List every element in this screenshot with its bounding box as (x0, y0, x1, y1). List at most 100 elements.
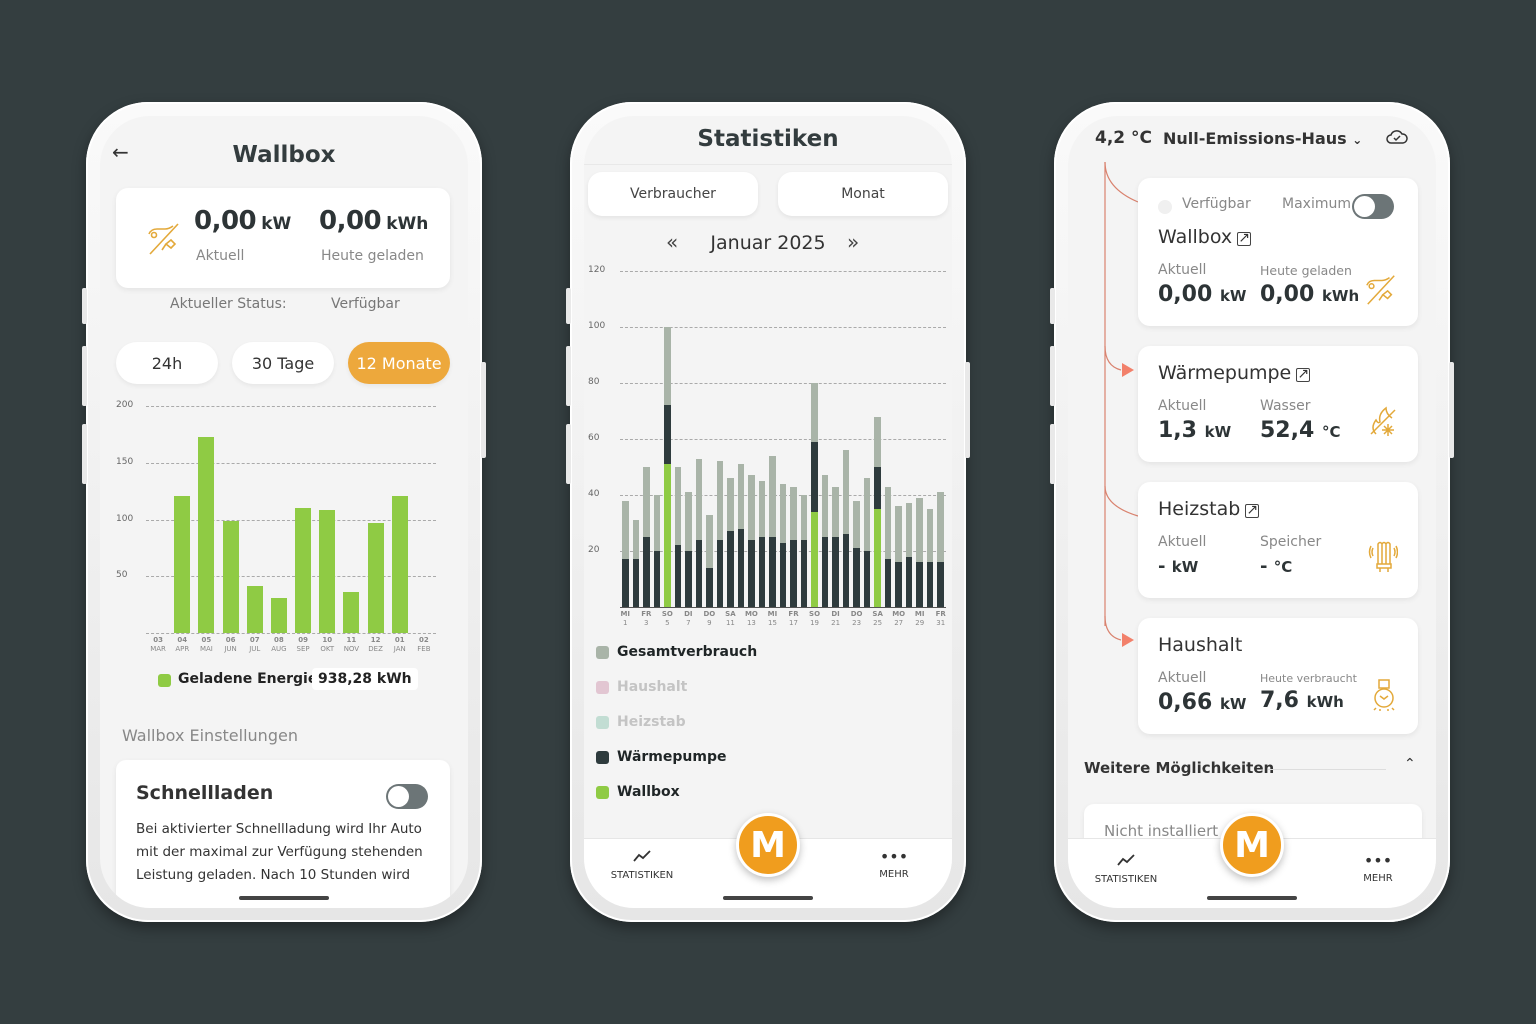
bar-total (800, 495, 808, 607)
legend-swatch (596, 645, 609, 659)
bar-wallbox (664, 464, 671, 607)
external-link-icon[interactable]: ↗ (1296, 366, 1311, 382)
legend-label: Haushalt (617, 679, 688, 695)
tab-statistiken[interactable]: STATISTIKEN (602, 849, 682, 881)
tab-mehr[interactable]: ••• MEHR (1338, 851, 1418, 885)
x-tick-label: DO 23 (850, 610, 863, 627)
x-tick-label: FR 17 (788, 610, 799, 627)
gridline (620, 495, 946, 496)
legend-label: Heizstab (617, 714, 686, 730)
range-30-tage-button[interactable]: 30 Tage (232, 342, 334, 384)
y-tick-label: 100 (588, 321, 606, 331)
range-24h-button[interactable]: 24h (116, 342, 218, 384)
bar-heatpump (632, 559, 640, 607)
schnellladen-toggle[interactable] (386, 784, 428, 809)
double-chevron-left-icon[interactable]: « (666, 230, 679, 254)
home-indicator (1207, 896, 1297, 900)
gridline (146, 519, 436, 521)
bar-heatpump (653, 551, 661, 607)
legend-swatch (596, 750, 609, 764)
not-installed-label: Nicht installiert (1104, 822, 1219, 840)
bar-heatpump (832, 537, 839, 607)
bar-heatpump (758, 537, 766, 607)
gridline (146, 462, 436, 464)
today-energy-value: 0,00 (319, 206, 382, 236)
arrow-left-icon[interactable]: ← (112, 140, 129, 164)
x-tick-label: 12 DEZ (368, 636, 383, 653)
legend-item-wärmepumpe[interactable]: Wärmepumpe (596, 749, 726, 765)
current-power-value: 0,00 (194, 206, 257, 236)
screen: 4,2 °C Null-Emissions-Haus ⌄ Verfügbar M… (1068, 116, 1436, 908)
home-m-button[interactable]: M (736, 813, 800, 877)
tab-mehr[interactable]: ••• MEHR (854, 849, 934, 881)
value-label: Aktuell (1158, 670, 1207, 686)
bar-heatpump (779, 542, 787, 607)
bar-total (674, 467, 682, 607)
phone-side-button (1050, 288, 1055, 324)
device-status: Verfügbar (1182, 196, 1251, 212)
x-tick-label: MI 29 (914, 610, 925, 627)
device-card-heizstab[interactable]: Heizstab ↗ Aktuell Speicher - kW - °C (1138, 482, 1418, 598)
legend-item-gesamtverbrauch[interactable]: Gesamtverbrauch (596, 644, 757, 660)
current-power: 0,66 kW (1158, 690, 1247, 715)
double-chevron-right-icon[interactable]: » (847, 230, 860, 254)
home-indicator (239, 896, 329, 900)
bar-heatpump (800, 539, 808, 607)
external-link-icon[interactable]: ↗ (1237, 230, 1252, 246)
maximum-toggle[interactable] (1352, 194, 1394, 219)
device-card-wallbox[interactable]: Verfügbar Maximum Wallbox ↗ Aktuell Heute… (1138, 178, 1418, 326)
bar-heatpump (716, 539, 724, 607)
phone-side-button (965, 362, 970, 458)
value-label: Speicher (1260, 534, 1322, 550)
x-tick-label: MI 15 (767, 610, 778, 627)
cloud-check-icon[interactable] (1386, 128, 1408, 150)
segment-monat[interactable]: Monat (778, 172, 948, 216)
bar-heatpump (790, 539, 797, 607)
page-title: Wallbox (232, 142, 336, 168)
legend-total-value: 938,28 kWh (312, 668, 418, 690)
baseline (146, 633, 436, 634)
bar-wallbox (874, 509, 881, 607)
chevron-up-icon[interactable]: ⌃ (1404, 756, 1416, 772)
tab-statistiken[interactable]: STATISTIKEN (1086, 853, 1166, 885)
x-tick-label: 09 SEP (296, 636, 310, 653)
bar-total (769, 455, 776, 607)
value-label: Aktuell (1158, 398, 1207, 414)
bar-total (716, 461, 724, 607)
bar-heatpump (706, 567, 713, 607)
device-card-waermepumpe[interactable]: Wärmepumpe ↗ Aktuell Wasser 1,3 kW 52,4 °… (1138, 346, 1418, 462)
tab-label: STATISTIKEN (610, 870, 674, 881)
bar-month (246, 586, 263, 633)
x-tick-label: DI 7 (684, 610, 693, 627)
heating-rod-icon (1368, 538, 1399, 581)
segment-verbraucher[interactable]: Verbraucher (588, 172, 758, 216)
settings-section-title: Wallbox Einstellungen (122, 726, 298, 745)
x-tick-label: 05 MAI (199, 636, 213, 653)
bar-month (174, 495, 191, 633)
more-dots-icon: ••• (1363, 851, 1393, 870)
home-m-button[interactable]: M (1220, 813, 1284, 877)
bar-month (343, 592, 360, 633)
car-charging-off-icon (146, 220, 182, 260)
legend-item-haushalt[interactable]: Haushalt (596, 679, 687, 695)
home-selector[interactable]: Null-Emissions-Haus ⌄ (1163, 129, 1362, 148)
tab-bar: STATISTIKEN M ••• MEHR (584, 813, 952, 908)
range-12-monate-button[interactable]: 12 Monate (348, 342, 450, 384)
phone-side-button (566, 288, 571, 324)
bar-total (916, 497, 923, 607)
legend-item-wallbox[interactable]: Wallbox (596, 784, 680, 800)
bar-total (695, 458, 703, 607)
chevron-down-icon: ⌄ (1352, 133, 1363, 147)
legend-swatch (596, 715, 609, 729)
external-link-icon[interactable]: ↗ (1245, 502, 1260, 518)
home-indicator (723, 896, 813, 900)
legend-swatch (596, 785, 609, 799)
phone-side-button (82, 424, 87, 484)
phone-side-button (82, 346, 87, 406)
value-label: Heute geladen (1260, 263, 1352, 278)
bar-total (758, 481, 766, 607)
legend-item-heizstab[interactable]: Heizstab (596, 714, 686, 730)
bar-total (706, 514, 713, 607)
device-card-haushalt[interactable]: Haushalt Aktuell Heute verbraucht 0,66 k… (1138, 618, 1418, 734)
phone-side-button (481, 362, 486, 458)
